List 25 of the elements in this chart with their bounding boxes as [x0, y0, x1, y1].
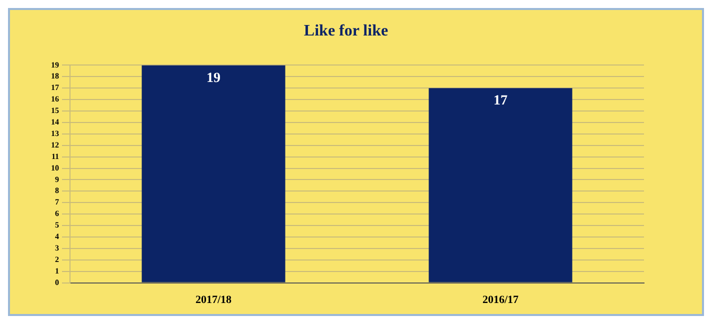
y-tick-label: 6	[55, 209, 59, 218]
y-tick-label: 2	[55, 254, 59, 264]
x-tick-label: 2017/18	[195, 294, 232, 306]
y-tick-label: 0	[55, 278, 59, 287]
y-tick-label: 11	[51, 152, 59, 161]
x-tick-label: 2016/17	[482, 294, 520, 306]
data-label: 17	[494, 94, 508, 109]
data-label: 19	[206, 70, 220, 86]
chart-title: Like for like	[304, 22, 388, 40]
y-tick-label: 15	[51, 106, 59, 116]
y-tick-label: 7	[55, 198, 59, 207]
y-tick-label: 8	[55, 186, 59, 196]
y-tick-label: 10	[51, 163, 59, 172]
y-tick-label: 17	[51, 83, 59, 92]
y-tick-label: 4	[55, 232, 59, 242]
y-tick-label: 5	[55, 220, 59, 230]
y-tick-label: 14	[51, 118, 59, 127]
y-tick-label: 3	[55, 244, 59, 253]
y-tick-label: 19	[51, 60, 59, 70]
y-tick-label: 18	[51, 72, 59, 81]
y-tick-label: 13	[51, 128, 59, 138]
y-tick-label: 9	[55, 174, 59, 184]
y-tick-label: 12	[51, 140, 59, 150]
y-tick-label: 1	[55, 266, 59, 276]
y-tick-label: 16	[51, 94, 59, 104]
